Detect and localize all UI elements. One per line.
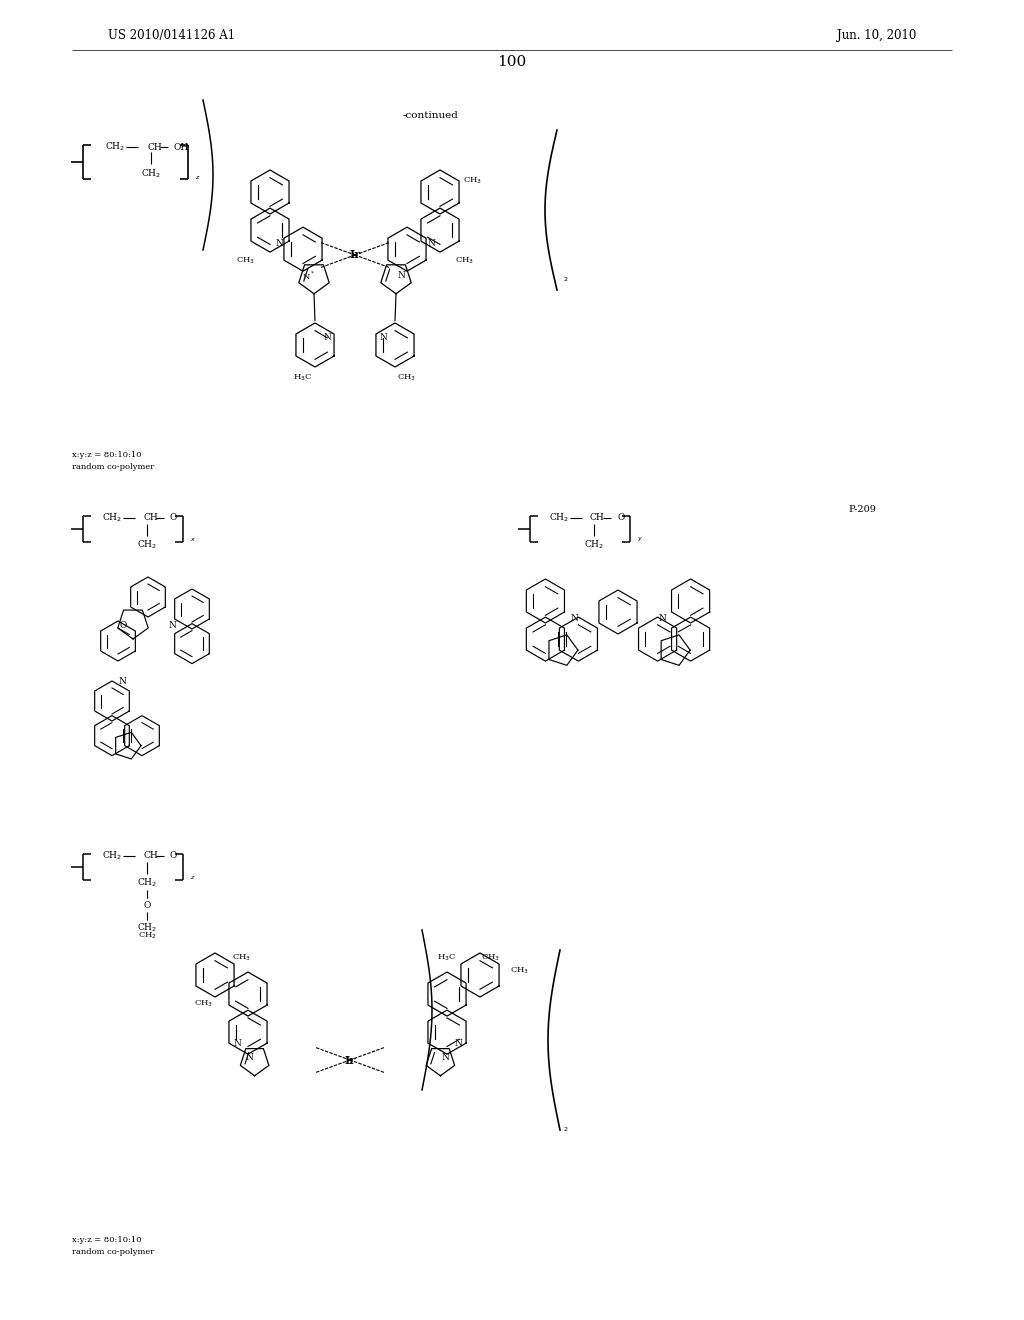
Text: US 2010/0141126 A1: US 2010/0141126 A1 [108, 29, 236, 41]
Text: N: N [275, 239, 283, 248]
Text: Jun. 10, 2010: Jun. 10, 2010 [837, 29, 916, 41]
Text: x:y:z = 80:10:10: x:y:z = 80:10:10 [72, 1236, 141, 1243]
Text: CH$_2$: CH$_2$ [141, 168, 161, 181]
Text: N$^*$: N$^*$ [302, 269, 315, 282]
Text: $_2$: $_2$ [563, 1126, 568, 1134]
Text: $_z$: $_z$ [195, 173, 201, 181]
Text: O: O [143, 900, 151, 909]
Text: O: O [617, 513, 625, 523]
Text: CH$_3$: CH$_3$ [510, 965, 529, 975]
Text: P-209: P-209 [848, 506, 876, 515]
Text: OH: OH [173, 143, 188, 152]
Text: CH$_2$: CH$_2$ [102, 850, 122, 862]
Text: CH$_2$: CH$_2$ [137, 539, 157, 552]
Text: N: N [379, 333, 387, 342]
Text: CH$_2$: CH$_2$ [549, 512, 569, 524]
Text: CH$_2$: CH$_2$ [102, 512, 122, 524]
Text: Ir: Ir [344, 1055, 355, 1065]
Text: CH$_3$: CH$_3$ [481, 952, 501, 962]
Text: CH$_3$: CH$_3$ [455, 256, 474, 267]
Text: O: O [120, 622, 127, 631]
Text: CH$_3$: CH$_3$ [464, 176, 482, 186]
Text: N: N [323, 333, 331, 342]
Text: CH$_3$: CH$_3$ [397, 372, 417, 383]
Text: H$_3$C: H$_3$C [294, 372, 312, 383]
Text: CH: CH [590, 513, 605, 523]
Text: Ir: Ir [349, 249, 360, 260]
Text: $_x$: $_x$ [190, 536, 196, 544]
Text: N: N [441, 1053, 450, 1063]
Text: O: O [170, 851, 177, 861]
Text: CH$_3$: CH$_3$ [195, 998, 214, 1008]
Text: CH: CH [147, 143, 162, 152]
Text: x:y:z = 80:10:10: x:y:z = 80:10:10 [72, 451, 141, 459]
Text: N: N [246, 1053, 254, 1063]
Text: $_y$: $_y$ [637, 536, 643, 544]
Text: N: N [397, 271, 404, 280]
Text: CH$_2$: CH$_2$ [137, 876, 157, 890]
Text: N: N [658, 614, 666, 623]
Text: CH$_2$: CH$_2$ [137, 931, 157, 941]
Text: random co-polymer: random co-polymer [72, 463, 155, 471]
Text: O: O [170, 513, 177, 523]
Text: CH$_3$: CH$_3$ [231, 952, 251, 962]
Text: -continued: -continued [402, 111, 458, 120]
Text: CH$_3$: CH$_3$ [237, 256, 255, 267]
Text: random co-polymer: random co-polymer [72, 1247, 155, 1257]
Text: N: N [570, 614, 578, 623]
Text: N: N [427, 239, 435, 248]
Text: CH: CH [143, 851, 158, 861]
Text: N: N [118, 676, 126, 685]
Text: $_z$: $_z$ [190, 874, 196, 883]
Text: CH$_2$: CH$_2$ [105, 141, 125, 153]
Text: N: N [168, 620, 176, 630]
Text: CH$_2$: CH$_2$ [137, 921, 157, 935]
Text: $_2$: $_2$ [563, 276, 568, 285]
Text: CH: CH [143, 513, 158, 523]
Text: N: N [454, 1039, 462, 1048]
Text: 100: 100 [498, 55, 526, 69]
Text: H$_3$C: H$_3$C [437, 952, 457, 962]
Text: N: N [233, 1039, 241, 1048]
Text: CH$_2$: CH$_2$ [584, 539, 604, 552]
